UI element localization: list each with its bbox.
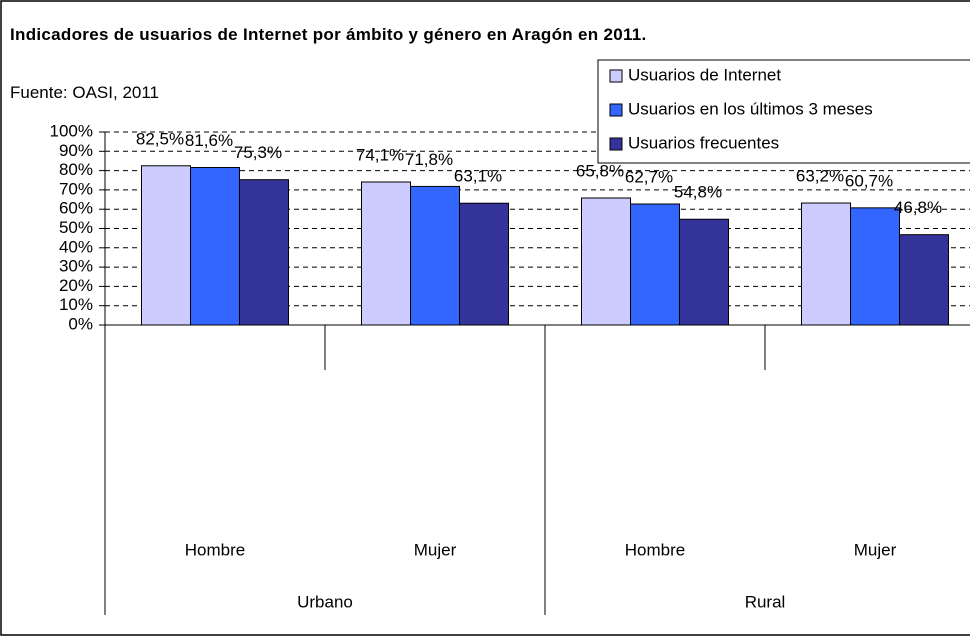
- bar: [239, 179, 289, 326]
- group-label: Urbano: [297, 592, 353, 611]
- value-label: 75,3%: [234, 143, 282, 162]
- legend-box: [597, 59, 970, 164]
- bar: [850, 207, 900, 326]
- chart-subtitle: Fuente: OASI, 2011: [10, 83, 159, 102]
- bar: [630, 203, 680, 326]
- value-label: 65,8%: [576, 161, 624, 180]
- y-tick-label: 60%: [59, 199, 93, 218]
- group-label: Rural: [745, 592, 786, 611]
- value-label: 81,6%: [185, 131, 233, 150]
- y-tick-label: 30%: [59, 257, 93, 276]
- value-label: 71,8%: [405, 150, 453, 169]
- bar: [190, 167, 240, 326]
- bar: [679, 218, 729, 326]
- legend-swatch: [609, 103, 623, 117]
- bar: [581, 197, 631, 326]
- value-label: 82,5%: [136, 129, 184, 148]
- y-tick-label: 10%: [59, 295, 93, 314]
- x-tick-label: Hombre: [625, 540, 685, 559]
- y-tick-label: 80%: [59, 160, 93, 179]
- y-tick-label: 70%: [59, 179, 93, 198]
- legend-label: Usuarios de Internet: [628, 65, 781, 84]
- y-tick-label: 100%: [50, 121, 93, 140]
- value-label: 63,1%: [454, 167, 502, 186]
- y-tick-label: 0%: [68, 314, 93, 333]
- y-tick-label: 40%: [59, 237, 93, 256]
- x-tick-label: Mujer: [854, 540, 897, 559]
- legend-label: Usuarios en los últimos 3 meses: [628, 99, 873, 118]
- chart-title: Indicadores de usuarios de Internet por …: [10, 25, 647, 44]
- value-label: 62,7%: [625, 167, 673, 186]
- value-label: 46,8%: [894, 198, 942, 217]
- legend-label: Usuarios frecuentes: [628, 133, 779, 152]
- bar: [801, 202, 851, 326]
- y-tick-label: 90%: [59, 141, 93, 160]
- legend-swatch: [609, 137, 623, 151]
- legend-swatch: [609, 69, 623, 83]
- bar: [459, 202, 509, 326]
- value-label: 60,7%: [845, 171, 893, 190]
- value-label: 54,8%: [674, 183, 722, 202]
- x-tick-label: Hombre: [185, 540, 245, 559]
- value-label: 63,2%: [796, 167, 844, 186]
- bar: [410, 185, 460, 326]
- y-tick-label: 50%: [59, 218, 93, 237]
- value-label: 74,1%: [356, 145, 404, 164]
- y-tick-label: 20%: [59, 276, 93, 295]
- bar: [361, 181, 411, 326]
- bar: [899, 234, 949, 326]
- bar: [141, 165, 191, 326]
- x-tick-label: Mujer: [414, 540, 457, 559]
